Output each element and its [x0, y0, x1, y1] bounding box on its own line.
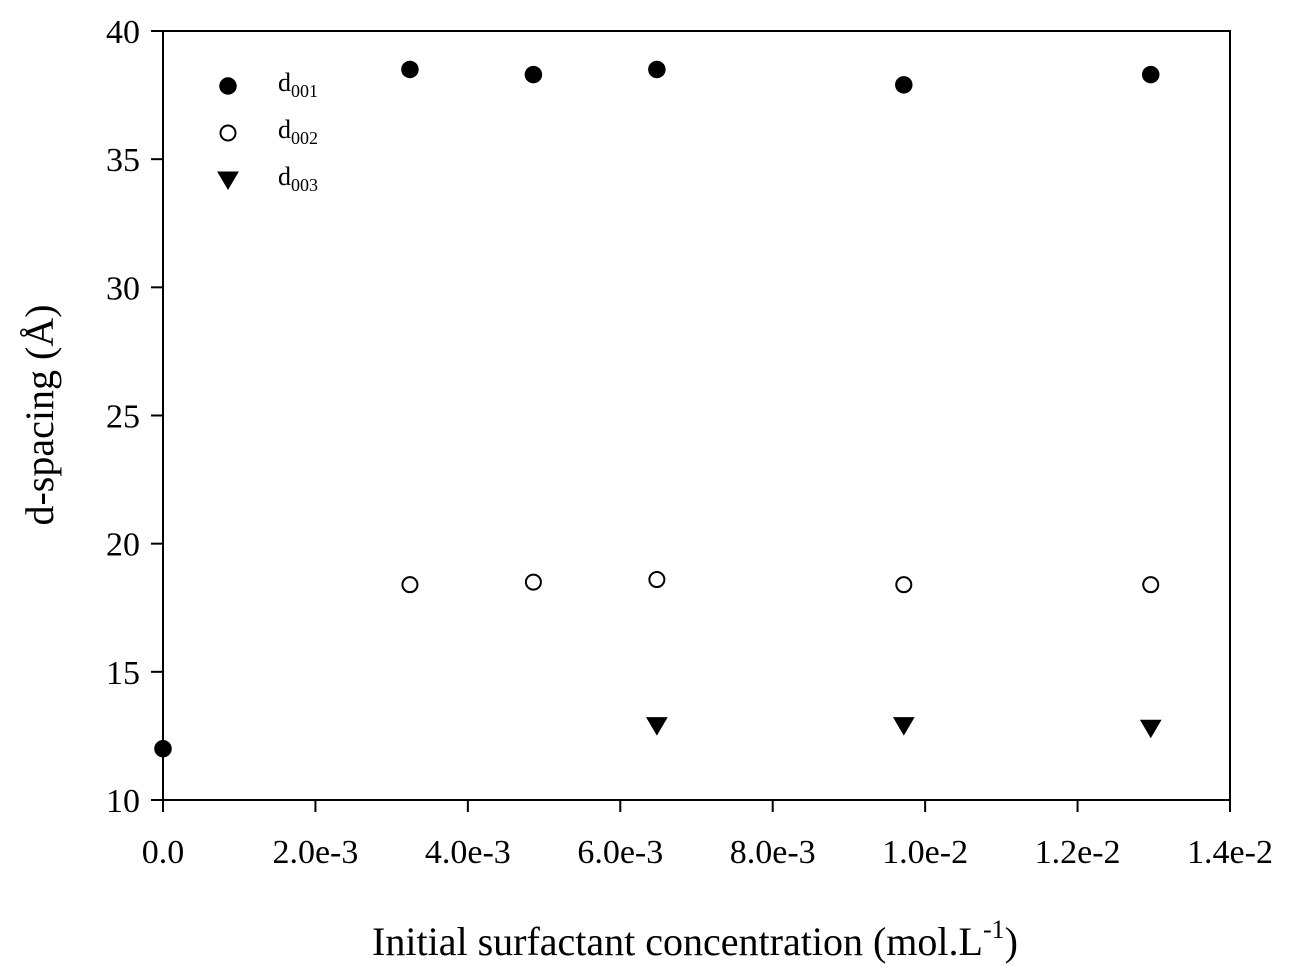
y-tick-label: 35	[106, 142, 140, 179]
point-series-1	[648, 60, 666, 79]
legend-label-2: d002	[278, 115, 318, 148]
x-axis-title: Initial surfactant concentration (mol.L-…	[372, 915, 1018, 964]
x-tick-label: 1.0e-2	[882, 834, 968, 871]
x-tick-label: 8.0e-3	[730, 834, 816, 871]
legend-marker-3	[217, 171, 239, 190]
legend-label-3: d003	[278, 162, 318, 195]
y-tick-label: 25	[106, 399, 140, 436]
x-tick-label: 0.0	[142, 834, 185, 871]
x-tick-label: 1.4e-2	[1187, 834, 1273, 871]
legend-marker-2	[219, 124, 237, 142]
x-axis-title-superscript: -1	[983, 915, 1005, 944]
point-series-1	[154, 739, 172, 758]
y-tick-label: 40	[106, 14, 140, 51]
point-series-2	[524, 573, 542, 591]
x-axis-title-main: Initial surfactant concentration (mol.L	[372, 919, 983, 964]
point-series-2	[895, 576, 913, 594]
point-series-1	[895, 76, 913, 94]
point-series-3	[1139, 719, 1162, 739]
x-tick-label: 6.0e-3	[577, 834, 663, 871]
x-axis-title-end: )	[1005, 919, 1018, 964]
point-series-2	[1142, 576, 1160, 594]
y-axis-title: d-spacing (Å)	[17, 304, 62, 525]
x-tick-label: 4.0e-3	[425, 834, 511, 871]
x-tick-label: 1.2e-2	[1035, 834, 1121, 871]
point-series-1	[401, 60, 419, 79]
point-series-2	[401, 576, 419, 594]
point-series-2	[648, 571, 666, 589]
point-series-1	[524, 65, 543, 84]
legend-label-1: d001	[278, 68, 318, 101]
point-series-1	[1141, 65, 1160, 84]
y-tick-label: 10	[106, 783, 140, 820]
point-series-3	[645, 717, 668, 736]
point-series-3	[892, 717, 915, 736]
x-tick-label: 2.0e-3	[272, 834, 358, 871]
y-tick-label: 15	[106, 655, 140, 692]
legend-marker-1	[219, 77, 237, 95]
y-tick-label: 30	[106, 270, 140, 307]
y-tick-label: 20	[106, 527, 140, 564]
plot-area: 0.0 2.0e-3 4.0e-3 6.0e-3 8.0e-3 1.0e-2 1.2e-2 1…	[106, 14, 1273, 871]
plot-frame	[162, 30, 1231, 801]
